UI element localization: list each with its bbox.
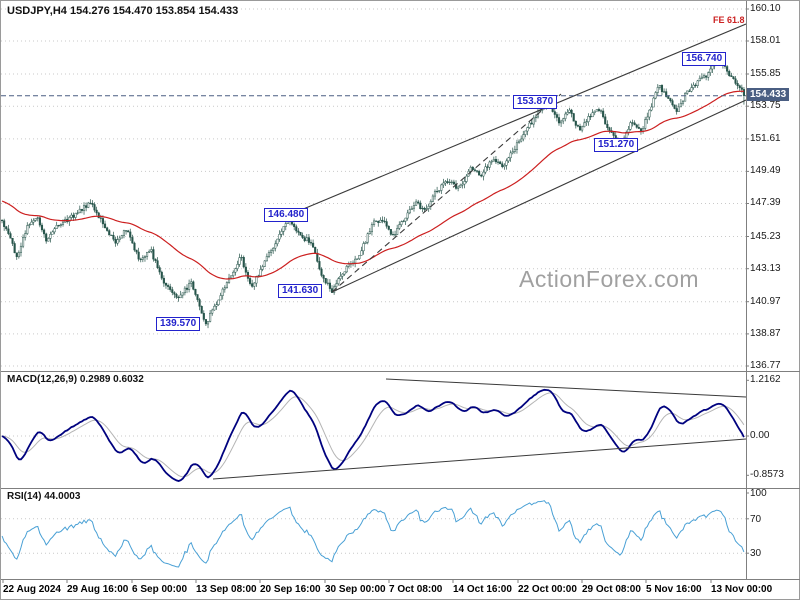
chart-canvas[interactable] (1, 1, 800, 600)
trading-chart-window: USDJPY,H4 154.276 154.470 153.854 154.43… (0, 0, 800, 600)
